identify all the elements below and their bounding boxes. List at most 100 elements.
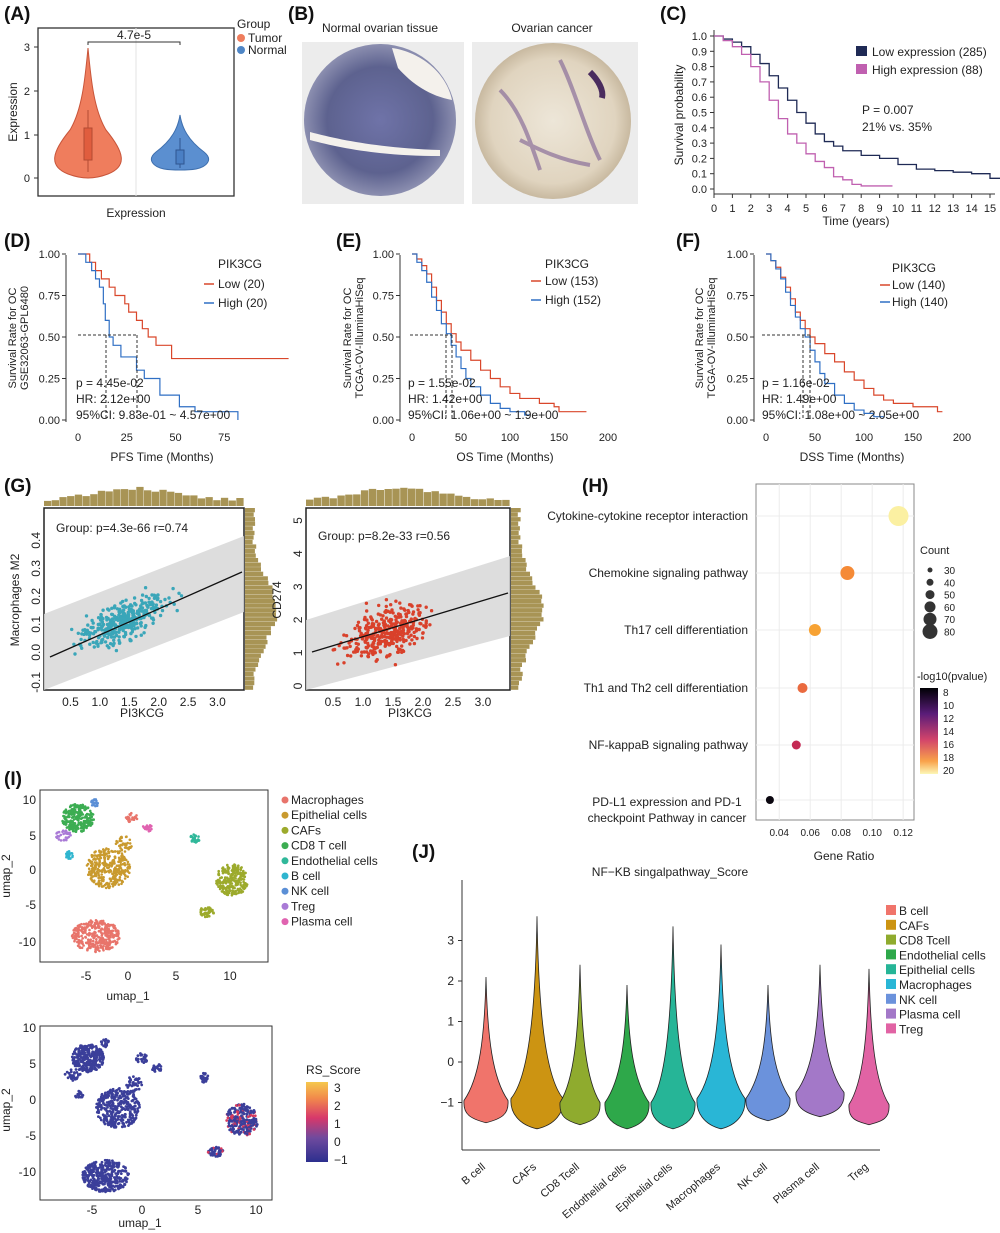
legend-label-low: Low expression (285)	[872, 45, 987, 59]
x-tick-label: B cell	[460, 1161, 488, 1187]
umap-cell	[98, 1065, 102, 1069]
y-tick-label: 0	[24, 173, 30, 185]
tissue-stain-dark	[587, 69, 606, 99]
umap-cell	[72, 1059, 76, 1063]
umap-cell	[94, 1045, 98, 1048]
umap-cell	[105, 1159, 109, 1163]
umap-cell	[81, 822, 85, 825]
umap-cell	[107, 1114, 111, 1118]
marginal-y-bar	[511, 644, 530, 649]
marginal-x-bar	[462, 496, 471, 506]
umap-cell	[71, 854, 74, 858]
umap-cell	[126, 1124, 130, 1127]
umap-cell	[83, 930, 87, 933]
umap-cell	[102, 848, 105, 851]
count-legend-dot	[923, 612, 937, 626]
umap-cell	[87, 867, 91, 870]
umap-cell	[114, 1118, 118, 1122]
umap-cell	[113, 1113, 117, 1117]
stat-hr: HR: 1.49e+00	[762, 392, 837, 406]
pathway-label: PD-L1 expression and PD-1	[592, 795, 742, 809]
umap-cell	[72, 815, 76, 818]
y-tick-label: 0	[291, 682, 305, 689]
x-tick-label: 3.0	[475, 695, 492, 709]
legend-label-low: Low (140)	[892, 278, 945, 292]
umap-cell	[106, 882, 109, 886]
umap-cell	[111, 1117, 114, 1121]
umap-cell	[90, 1043, 94, 1047]
marginal-y-bar	[245, 621, 275, 627]
umap-cell	[114, 1125, 118, 1129]
umap-cell	[87, 873, 90, 876]
y-tick-label: 0.1	[692, 169, 707, 181]
y-tick-label: 0	[447, 1055, 454, 1069]
legend-label-normal: Normal	[248, 43, 287, 57]
umap-cell	[128, 819, 131, 823]
correlation-annotation-right: Group: p=8.2e-33 r=0.56	[318, 529, 450, 543]
umap-cell	[125, 844, 128, 847]
panel-label-b: (B)	[288, 4, 314, 25]
color-legend-ticks: 8 10 12 14 16 18 20	[943, 688, 955, 777]
scatter-point	[386, 624, 390, 628]
umap-cell	[115, 1106, 119, 1110]
image-title-cancer: Ovarian cancer	[511, 21, 592, 35]
umap-cell	[242, 875, 245, 878]
umap-cell	[91, 1187, 94, 1190]
p-value-label: P = 0.007	[862, 103, 914, 117]
umap-cell	[128, 1113, 132, 1117]
umap-cell	[107, 1159, 111, 1162]
umap-cell	[92, 1166, 95, 1170]
umap-cell	[85, 1174, 89, 1178]
marginal-y-bar	[511, 612, 542, 617]
y-tick-label: 0.8	[692, 62, 707, 74]
umap-cell	[121, 854, 124, 857]
umap-cell	[65, 838, 68, 842]
umap-cell	[123, 861, 126, 865]
scatter-point	[177, 591, 181, 595]
scatter-point	[390, 641, 394, 646]
y-tick-label: 0.50	[39, 332, 60, 344]
scatter-point	[132, 615, 137, 619]
scatter-point	[418, 621, 422, 626]
marginal-x-bar	[321, 496, 330, 506]
umap-cell	[106, 943, 110, 946]
umap-cell	[85, 812, 89, 816]
x-tick-label: 10	[249, 1203, 263, 1217]
umap-cell	[94, 850, 97, 853]
marginal-y-bar	[511, 621, 541, 627]
umap-cell	[222, 891, 226, 895]
umap-cell	[107, 866, 111, 869]
umap-cell	[74, 1047, 78, 1050]
legend-label: Macrophages	[291, 793, 364, 807]
umap-ticks-bottom: -5 0 5 10 10 5 0 -5 -10	[19, 1021, 263, 1217]
y-tick-label: 0.25	[373, 374, 394, 386]
umap-cell	[63, 838, 66, 842]
umap-cell	[103, 859, 106, 863]
regression-line-right	[311, 592, 509, 653]
umap-cell	[141, 1057, 145, 1061]
umap-cell	[237, 864, 240, 867]
x-tick-label: 2.5	[180, 695, 197, 709]
umap-cell	[103, 1163, 107, 1167]
legend-label: CD8 Tcell	[899, 934, 950, 948]
umap-cell	[147, 829, 151, 833]
umap-cell	[111, 1163, 115, 1166]
x-tick-label: CD8 Tcell	[538, 1161, 582, 1200]
umap-cell	[104, 870, 108, 873]
umap-cell	[107, 1039, 110, 1043]
marginal-y-bar	[511, 580, 533, 586]
panel-label-c: (C)	[660, 4, 686, 25]
umap-cell	[100, 876, 103, 879]
scatter-point	[381, 630, 386, 635]
marginal-y-bar	[245, 553, 256, 558]
legend-swatch	[886, 934, 896, 945]
umap-cell	[228, 1119, 231, 1122]
umap-cell	[99, 931, 103, 934]
x-tick-label: 50	[455, 432, 467, 444]
umap-cell	[103, 868, 106, 872]
marginal-x-bar	[431, 491, 439, 506]
scatter-point	[115, 607, 120, 611]
umap-cell	[158, 1068, 161, 1072]
marginal-y-bar	[511, 558, 526, 563]
umap-cell	[89, 940, 92, 943]
